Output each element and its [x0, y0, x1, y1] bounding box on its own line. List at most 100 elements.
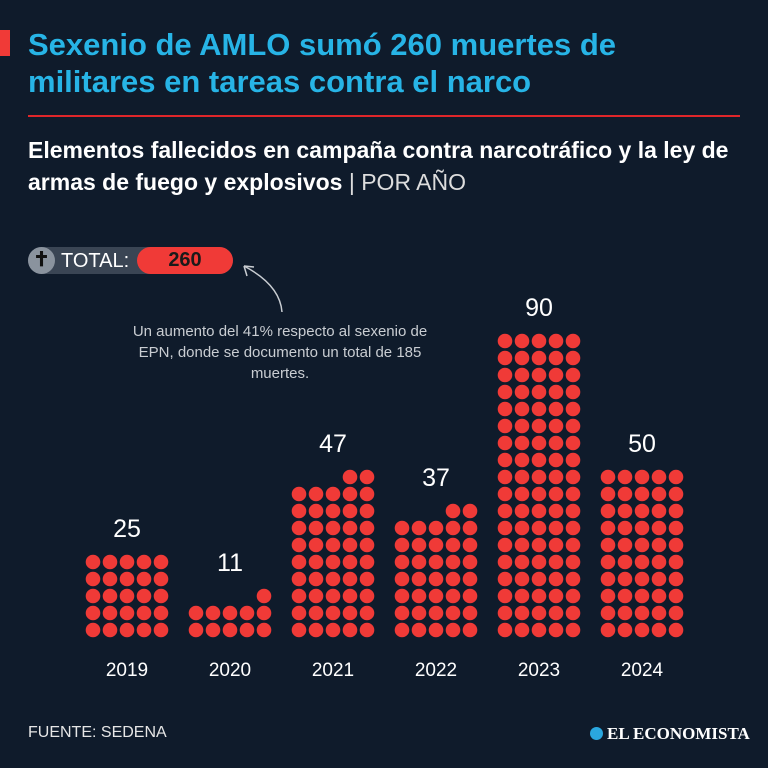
- dot: [239, 622, 255, 638]
- dot: [548, 622, 564, 638]
- dot: [85, 554, 101, 570]
- dot: [548, 367, 564, 383]
- dot: [668, 486, 684, 502]
- dot: [85, 605, 101, 621]
- dot: [600, 605, 616, 621]
- dot: [119, 571, 135, 587]
- subtitle-text: Elementos fallecidos en campaña contra n…: [28, 137, 729, 195]
- dot: [291, 537, 307, 553]
- dot: [548, 384, 564, 400]
- dot: [342, 486, 358, 502]
- dot: [497, 401, 513, 417]
- dot: [325, 588, 341, 604]
- accent-bar: [0, 30, 10, 56]
- dot: [617, 588, 633, 604]
- dot: [531, 435, 547, 451]
- dot: [497, 452, 513, 468]
- dot: [325, 622, 341, 638]
- dot: [548, 452, 564, 468]
- dot: [617, 571, 633, 587]
- dot: [565, 401, 581, 417]
- dot: [531, 486, 547, 502]
- dot: [565, 486, 581, 502]
- dot: [531, 469, 547, 485]
- dot: [565, 537, 581, 553]
- dot: [462, 503, 478, 519]
- dot: [548, 503, 564, 519]
- dot: [445, 537, 461, 553]
- dot: [462, 622, 478, 638]
- dot: [325, 486, 341, 502]
- dot: [514, 350, 530, 366]
- dot: [617, 554, 633, 570]
- dot: [394, 537, 410, 553]
- dot: [651, 605, 667, 621]
- dot: [565, 622, 581, 638]
- dot: [102, 605, 118, 621]
- dot: [308, 571, 324, 587]
- dot: [600, 486, 616, 502]
- dot: [359, 554, 375, 570]
- x-tick-label: 2024: [621, 660, 664, 681]
- dot: [119, 588, 135, 604]
- dot: [600, 622, 616, 638]
- dot: [462, 571, 478, 587]
- dot: [634, 537, 650, 553]
- dot: [514, 537, 530, 553]
- dot: [359, 520, 375, 536]
- title-divider: [28, 115, 740, 117]
- dot: [462, 605, 478, 621]
- dot: [514, 520, 530, 536]
- dot: [85, 622, 101, 638]
- dot: [565, 367, 581, 383]
- bar-group-2024: 50 2024: [600, 430, 684, 681]
- dot: [136, 588, 152, 604]
- dot: [531, 503, 547, 519]
- dot: [514, 622, 530, 638]
- dot: [205, 622, 221, 638]
- dot: [668, 469, 684, 485]
- dot: [153, 588, 169, 604]
- dot: [342, 537, 358, 553]
- dot: [497, 350, 513, 366]
- dot: [411, 622, 427, 638]
- dot: [136, 605, 152, 621]
- dot: [411, 571, 427, 587]
- dot: [291, 503, 307, 519]
- dot: [222, 622, 238, 638]
- dot: [308, 554, 324, 570]
- dot: [548, 554, 564, 570]
- x-tick-label: 2021: [312, 660, 354, 681]
- dot: [617, 469, 633, 485]
- dot: [394, 554, 410, 570]
- dot: [514, 333, 530, 349]
- dot: [548, 350, 564, 366]
- dot: [497, 605, 513, 621]
- dot: [617, 520, 633, 536]
- data-label: 50: [628, 430, 656, 458]
- dot: [102, 588, 118, 604]
- dot: [565, 605, 581, 621]
- dot: [565, 469, 581, 485]
- cross-icon: ✝: [28, 247, 55, 274]
- dot: [445, 605, 461, 621]
- dot: [359, 537, 375, 553]
- dot: [445, 520, 461, 536]
- dot: [514, 435, 530, 451]
- dot: [119, 554, 135, 570]
- dot: [548, 571, 564, 587]
- dot: [565, 333, 581, 349]
- dot: [411, 588, 427, 604]
- dot: [497, 571, 513, 587]
- dot: [548, 418, 564, 434]
- dot: [308, 486, 324, 502]
- dot: [531, 622, 547, 638]
- dot: [359, 503, 375, 519]
- dot: [445, 554, 461, 570]
- subtitle-unit: | POR AÑO: [348, 169, 467, 195]
- dot: [514, 384, 530, 400]
- dot: [651, 537, 667, 553]
- dot: [342, 605, 358, 621]
- dot: [325, 520, 341, 536]
- bar-group-2023: 90 2023: [497, 294, 581, 681]
